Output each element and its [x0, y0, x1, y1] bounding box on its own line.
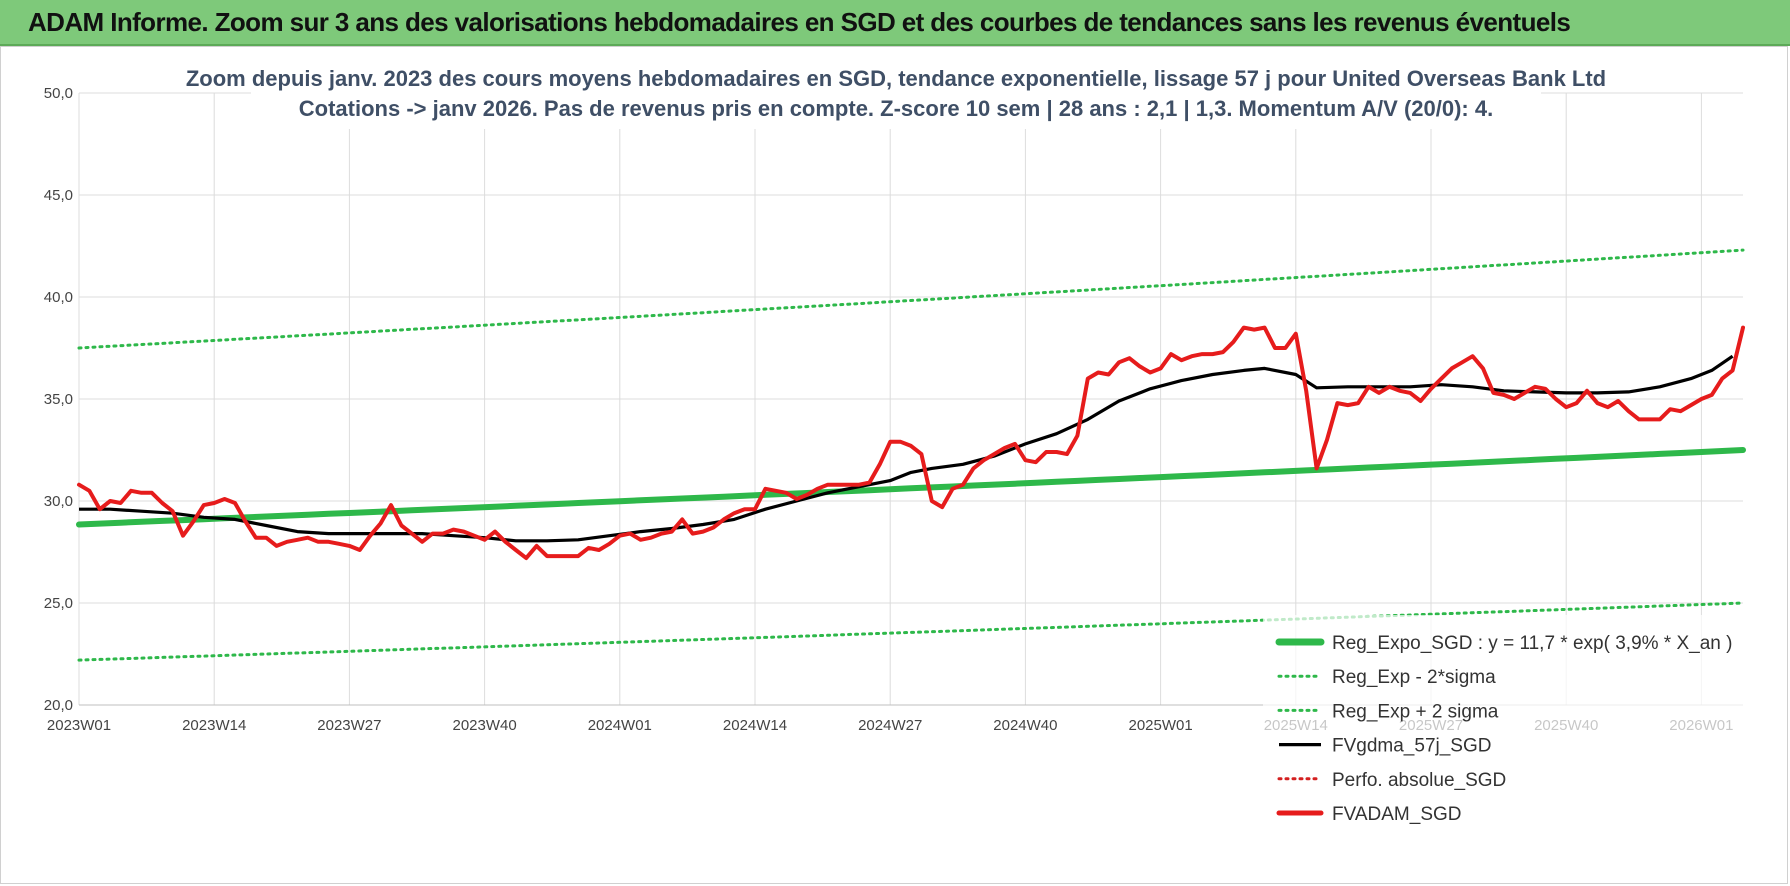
legend-label: FVADAM_SGD: [1332, 804, 1462, 825]
chart-legend: Reg_Expo_SGD : y = 11,7 * exp( 3,9% * X_…: [1263, 615, 1743, 847]
x-tick-label: 2023W27: [317, 717, 381, 734]
x-tick-label: 2023W14: [182, 717, 246, 734]
chart-title-line1: Zoom depuis janv. 2023 des cours moyens …: [186, 66, 1606, 91]
series-line-fvadam-sgd: [77, 325, 1745, 561]
x-tick-label: 2025W01: [1128, 717, 1192, 734]
y-tick-label: 35,0: [44, 391, 73, 408]
y-tick-label: 25,0: [44, 595, 73, 612]
legend-label: FVgdma_57j_SGD: [1332, 736, 1491, 757]
series-line-fvgdma-57j-sgd: [79, 354, 1734, 543]
legend-label: Reg_Exp + 2 sigma: [1332, 701, 1499, 722]
series-line-reg-expo-sgd-y-11-7-exp-3-9-x-an: [76, 447, 1746, 528]
x-tick-label: 2024W01: [588, 717, 652, 734]
series-line-reg-exp-2-sigma: [77, 601, 1745, 662]
series-line-reg-exp-2-sigma: [77, 248, 1745, 350]
y-tick-label: 50,0: [44, 85, 73, 102]
report-title: ADAM Informe. Zoom sur 3 ans des valoris…: [28, 7, 1571, 37]
title-background: [251, 63, 1541, 129]
x-tick-label: 2024W14: [723, 717, 787, 734]
y-tick-label: 45,0: [44, 187, 73, 204]
plot-series: [76, 248, 1746, 662]
chart-title-line2: Cotations -> janv 2026. Pas de revenus p…: [299, 96, 1493, 121]
x-tick-label: 2023W40: [452, 717, 516, 734]
line-chart: 20,0 25,0 30,0 35,0 40,0 45,0 50,0 2023W01 2023…: [44, 63, 1746, 847]
legend-label: Perfo. absolue_SGD: [1332, 770, 1506, 791]
x-tick-label: 2024W27: [858, 717, 922, 734]
legend-label: Reg_Expo_SGD : y = 11,7 * exp( 3,9% * X_…: [1332, 633, 1732, 654]
y-tick-label: 20,0: [44, 697, 73, 714]
legend-label: Reg_Exp - 2*sigma: [1332, 667, 1496, 688]
y-axis: 20,0 25,0 30,0 35,0 40,0 45,0 50,0: [44, 85, 73, 714]
y-tick-label: 30,0: [44, 493, 73, 510]
x-tick-label: 2023W01: [47, 717, 111, 734]
x-tick-label: 2024W40: [993, 717, 1057, 734]
report-banner: ADAM Informe. Zoom sur 3 ans des valoris…: [0, 0, 1790, 46]
chart-area: 20,0 25,0 30,0 35,0 40,0 45,0 50,0 2023W01 2023…: [0, 46, 1788, 884]
y-tick-label: 40,0: [44, 289, 73, 306]
grid-lines: [78, 92, 1743, 706]
legend-background: [1263, 615, 1743, 847]
